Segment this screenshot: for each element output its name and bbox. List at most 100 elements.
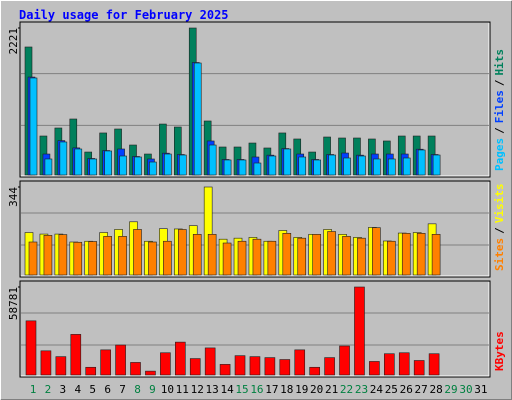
x-tick-label: 2 xyxy=(45,383,52,396)
bar xyxy=(234,355,246,376)
bar xyxy=(100,349,111,376)
bar xyxy=(343,157,351,176)
x-tick-label: 22 xyxy=(340,383,353,396)
legend-entry: Pages xyxy=(493,138,506,171)
bar xyxy=(282,233,292,276)
bar xyxy=(219,364,231,376)
bar xyxy=(133,229,142,276)
x-tick-label: 15 xyxy=(235,383,248,396)
bar xyxy=(312,234,321,276)
bar xyxy=(267,240,277,276)
bar xyxy=(44,158,53,176)
bar xyxy=(223,159,232,176)
chart-title: Daily usage for February 2025 xyxy=(19,8,229,22)
bar xyxy=(164,153,172,176)
x-tick-label: 19 xyxy=(295,383,308,396)
legend-separator: / xyxy=(493,79,506,86)
bar xyxy=(253,162,262,176)
y-tick-label: 344 xyxy=(7,187,20,207)
x-tick-label: 17 xyxy=(265,383,278,396)
x-tick-label: 18 xyxy=(280,383,293,396)
bar xyxy=(369,361,380,376)
legend-entry: Files xyxy=(493,90,506,123)
bar xyxy=(74,148,83,176)
bar xyxy=(324,357,335,376)
bar xyxy=(249,356,261,376)
bar xyxy=(207,234,217,276)
bar xyxy=(328,154,336,176)
bar xyxy=(237,240,247,276)
bar xyxy=(384,353,395,376)
bar xyxy=(73,241,83,276)
bar xyxy=(163,240,172,276)
bar xyxy=(204,347,216,376)
x-tick-label: 3 xyxy=(60,383,67,396)
x-tick-label: 23 xyxy=(355,383,368,396)
bar xyxy=(309,366,320,376)
x-tick-label: 16 xyxy=(250,383,263,396)
bar xyxy=(357,237,366,276)
bar xyxy=(88,241,98,276)
bar xyxy=(358,155,366,176)
bar xyxy=(431,234,441,276)
bar xyxy=(179,154,187,176)
bar xyxy=(25,320,37,376)
bar xyxy=(279,359,291,376)
x-tick-label: 12 xyxy=(191,383,204,396)
bar xyxy=(264,357,276,376)
bar xyxy=(104,150,112,176)
bar xyxy=(175,341,186,376)
bar xyxy=(401,233,411,276)
bar xyxy=(29,77,38,176)
legend-entry: Hits xyxy=(493,49,506,76)
x-tick-label: 27 xyxy=(415,383,428,396)
legend-separator: / xyxy=(493,227,506,234)
bar xyxy=(178,229,187,276)
x-tick-label: 9 xyxy=(149,383,156,396)
bar xyxy=(145,370,156,376)
y-tick-label: 58781 xyxy=(7,287,20,320)
bar xyxy=(252,238,262,276)
bar xyxy=(354,286,365,376)
x-tick-label: 29 xyxy=(444,383,457,396)
x-tick-label: 8 xyxy=(134,383,141,396)
bar xyxy=(402,157,411,176)
bar xyxy=(416,233,426,276)
bar xyxy=(297,237,307,276)
bar xyxy=(193,62,202,176)
bar xyxy=(119,155,127,176)
bar xyxy=(417,149,426,176)
bar xyxy=(70,334,82,376)
bar xyxy=(160,352,171,376)
bar xyxy=(238,159,247,176)
x-tick-label: 5 xyxy=(89,383,96,396)
bar xyxy=(89,158,98,176)
bar xyxy=(372,227,381,276)
bar xyxy=(428,353,440,376)
bar xyxy=(339,345,350,376)
x-tick-label: 28 xyxy=(429,383,442,396)
x-tick-label: 25 xyxy=(385,383,398,396)
legend-entry: Visits xyxy=(493,184,506,224)
legend: Pages / Files / Hits xyxy=(493,49,506,171)
bar xyxy=(327,231,336,276)
bar xyxy=(298,156,307,176)
x-tick-label: 4 xyxy=(74,383,81,396)
bar xyxy=(148,241,157,276)
bar xyxy=(40,350,52,376)
x-tick-label: 24 xyxy=(370,383,384,396)
x-tick-label: 21 xyxy=(325,383,338,396)
bar xyxy=(58,234,68,276)
legend-entry: KBytes xyxy=(493,331,506,371)
bar xyxy=(192,234,202,276)
bar xyxy=(28,241,38,276)
bar xyxy=(398,352,410,376)
bar xyxy=(43,235,53,276)
bar xyxy=(268,155,277,176)
bar xyxy=(189,358,201,376)
x-tick-label: 10 xyxy=(161,383,174,396)
x-tick-label: 20 xyxy=(310,383,323,396)
x-tick-label: 14 xyxy=(220,383,234,396)
bar xyxy=(432,154,441,176)
